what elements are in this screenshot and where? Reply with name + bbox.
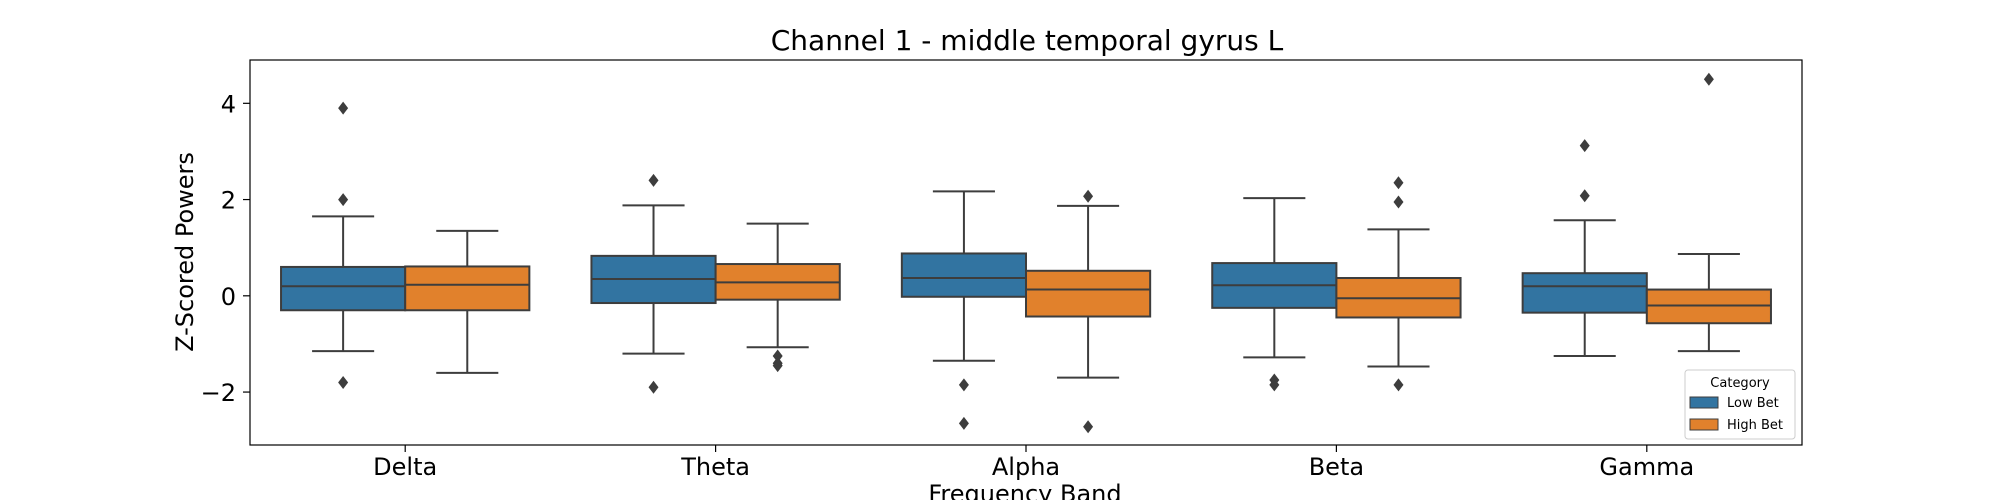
- outlier-point: [1579, 189, 1590, 203]
- outlier-point: [1393, 176, 1404, 190]
- y-tick-label: 2: [221, 187, 236, 215]
- y-tick-label: 0: [221, 283, 236, 311]
- box-iqr: [280, 265, 407, 312]
- outlier-point: [1269, 378, 1280, 392]
- x-tick-label: Gamma: [1599, 453, 1694, 481]
- outlier-point: [338, 101, 349, 115]
- legend-swatch-high-bet: [1689, 418, 1719, 431]
- box-series: [280, 72, 1772, 434]
- chart-title: Channel 1 - middle temporal gyrus L: [771, 24, 1284, 57]
- box-iqr: [900, 252, 1028, 298]
- outlier-point: [772, 359, 783, 373]
- outlier-point: [1083, 189, 1094, 203]
- outlier-point: [648, 173, 659, 187]
- legend-label-high-bet: High Bet: [1727, 418, 1783, 433]
- outlier-point: [1703, 72, 1714, 86]
- x-tick-label: Theta: [680, 453, 750, 481]
- x-tick-label: Delta: [373, 453, 437, 481]
- box-high-bet-alpha: [1025, 189, 1152, 434]
- x-axis: Delta Theta Alpha Beta Gamma: [373, 445, 1694, 481]
- outlier-point: [1579, 139, 1590, 153]
- legend-title: Category: [1710, 376, 1770, 391]
- outlier-point: [1393, 378, 1404, 392]
- x-tick-label: Alpha: [992, 453, 1060, 481]
- y-axis: −2 0 2 4: [201, 90, 250, 407]
- outlier-point: [648, 380, 659, 394]
- outlier-point: [338, 375, 349, 389]
- box-high-bet-beta: [1335, 176, 1462, 392]
- x-axis-label: Frequency Band: [928, 480, 1121, 500]
- outlier-point: [1083, 420, 1094, 434]
- x-tick-label: Beta: [1309, 453, 1364, 481]
- box-high-bet-delta: [404, 229, 531, 374]
- legend-label-low-bet: Low Bet: [1727, 396, 1779, 411]
- box-iqr: [404, 265, 531, 312]
- box-low-bet-theta: [590, 173, 717, 394]
- box-iqr: [1025, 269, 1152, 318]
- y-axis-label: Z-Scored Powers: [171, 152, 199, 352]
- legend-swatch-low-bet: [1689, 396, 1719, 409]
- box-high-bet-theta: [714, 222, 841, 373]
- outlier-point: [958, 378, 969, 392]
- legend: Category Low Bet High Bet: [1684, 369, 1796, 440]
- box-low-bet-alpha: [900, 190, 1028, 430]
- outlier-point: [958, 416, 969, 430]
- box-low-bet-gamma: [1521, 139, 1648, 357]
- box-high-bet-gamma: [1645, 72, 1772, 353]
- y-tick-label: −2: [201, 379, 236, 407]
- outlier-point: [772, 349, 783, 363]
- outlier-point: [338, 193, 349, 207]
- y-tick-label: 4: [221, 90, 236, 118]
- box-low-bet-delta: [280, 101, 407, 389]
- box-iqr: [1521, 272, 1648, 314]
- box-low-bet-beta: [1211, 197, 1338, 392]
- outlier-point: [1393, 195, 1404, 209]
